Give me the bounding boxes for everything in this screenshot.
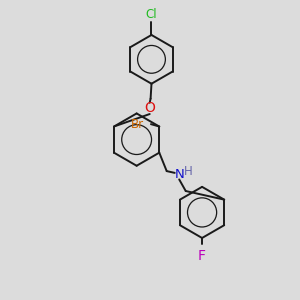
Text: F: F xyxy=(198,249,206,263)
Text: O: O xyxy=(144,101,155,115)
Text: Br: Br xyxy=(131,118,144,130)
Text: N: N xyxy=(174,168,184,181)
Text: Cl: Cl xyxy=(146,8,157,21)
Text: H: H xyxy=(184,165,193,178)
